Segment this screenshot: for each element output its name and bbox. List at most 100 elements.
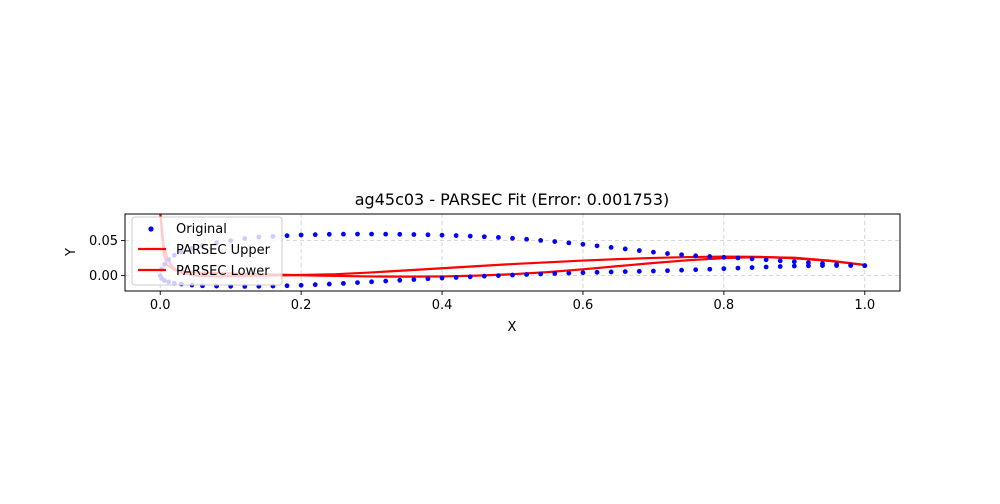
data-point-lower [665, 268, 670, 274]
data-point-upper [411, 232, 417, 237]
data-point-upper [312, 232, 318, 238]
data-point-lower [580, 270, 586, 276]
data-point-upper [524, 236, 529, 242]
x-tick-label: 1.0 [854, 298, 875, 313]
data-point-lower [355, 280, 360, 285]
data-point-lower [566, 270, 572, 276]
y-axis-ticks: 0.00 0.05 [89, 234, 125, 284]
data-point-upper [481, 234, 487, 240]
data-point-upper [707, 254, 713, 259]
data-point-lower [608, 269, 614, 275]
data-point-lower [806, 263, 811, 269]
data-point-upper [552, 239, 558, 244]
data-point-upper [777, 258, 783, 264]
data-point-lower [848, 263, 854, 268]
data-point-upper [538, 237, 544, 243]
x-tick-label: 0.0 [150, 298, 171, 313]
y-axis-label: Y [64, 248, 79, 257]
data-point-lower [453, 275, 459, 280]
data-point-upper [284, 233, 290, 239]
data-point-upper [566, 240, 572, 246]
legend-label-parsec-upper: PARSEC Upper [176, 243, 271, 258]
data-point-upper [326, 231, 332, 237]
data-point-upper [594, 243, 600, 249]
legend: Original PARSEC Upper PARSEC Lower [131, 216, 283, 286]
data-point-lower [707, 266, 713, 272]
data-point-lower [763, 264, 769, 270]
data-point-lower [749, 265, 755, 270]
data-point-upper [467, 233, 473, 239]
data-point-upper [651, 249, 656, 255]
data-point-lower [524, 272, 529, 277]
data-point-upper [439, 232, 445, 238]
data-point-lower [284, 283, 290, 289]
data-point-upper [496, 235, 501, 240]
data-point-upper [763, 257, 769, 263]
data-point-lower [496, 273, 501, 278]
data-point-upper [355, 231, 360, 237]
data-point-lower [326, 281, 332, 287]
data-point-upper [791, 259, 797, 265]
legend-label-original: Original [176, 222, 227, 237]
data-point-upper [369, 231, 374, 237]
x-tick-label: 0.6 [573, 298, 594, 313]
data-point-lower [439, 275, 445, 281]
data-point-lower [341, 280, 346, 286]
data-point-lower [510, 272, 515, 278]
data-point-upper [425, 232, 431, 238]
data-point-lower [820, 263, 825, 268]
data-point-lower [467, 274, 473, 280]
data-point-lower [651, 268, 656, 274]
data-point-lower [721, 266, 727, 272]
x-axis-label: X [508, 320, 517, 335]
data-point-lower [397, 277, 403, 283]
y-tick-label: 0.05 [89, 234, 118, 249]
data-point-upper [693, 253, 699, 259]
data-point-upper [580, 241, 586, 247]
data-point-upper [735, 255, 741, 261]
data-point-upper [679, 252, 684, 258]
data-point-upper [721, 254, 727, 260]
plot-frame [124, 213, 901, 292]
data-point-lower [594, 269, 600, 275]
legend-label-parsec-lower: PARSEC Lower [176, 264, 270, 279]
data-point-lower [538, 271, 544, 277]
data-point-lower [693, 267, 699, 273]
legend-box [131, 216, 283, 286]
data-point-upper [608, 244, 614, 250]
data-point-lower [369, 279, 374, 285]
data-point-upper [341, 231, 346, 237]
chart-title: ag45c03 - PARSEC Fit (Error: 0.001753) [355, 190, 670, 209]
data-point-lower [834, 263, 839, 268]
data-point-upper [298, 232, 304, 238]
data-point-lower [791, 263, 797, 269]
y-tick-label: 0.00 [89, 269, 118, 284]
data-point-lower [411, 277, 417, 282]
x-tick-label: 0.2 [291, 298, 312, 313]
data-point-upper [665, 251, 670, 256]
data-point-lower [636, 268, 642, 274]
data-point-lower [425, 276, 431, 282]
data-point-upper [636, 248, 642, 253]
x-axis-ticks: 0.0 0.2 0.4 0.6 0.8 1.0 [150, 291, 875, 313]
x-tick-label: 0.4 [432, 298, 453, 313]
data-point-upper [397, 231, 403, 237]
data-point-upper [622, 246, 628, 252]
data-point-upper [453, 233, 459, 238]
data-point-lower [862, 263, 868, 269]
data-point-lower [298, 282, 304, 288]
data-point-lower [735, 265, 741, 271]
data-point-lower [312, 282, 318, 288]
data-point-lower [481, 273, 487, 279]
data-point-lower [777, 264, 783, 269]
data-point-upper [383, 231, 389, 237]
data-point-lower [552, 271, 558, 276]
data-point-lower [622, 269, 628, 275]
x-tick-label: 0.8 [714, 298, 735, 313]
data-point-upper [749, 256, 755, 262]
data-point-lower [383, 278, 389, 284]
data-point-upper [510, 235, 515, 241]
legend-marker-original [148, 226, 154, 232]
